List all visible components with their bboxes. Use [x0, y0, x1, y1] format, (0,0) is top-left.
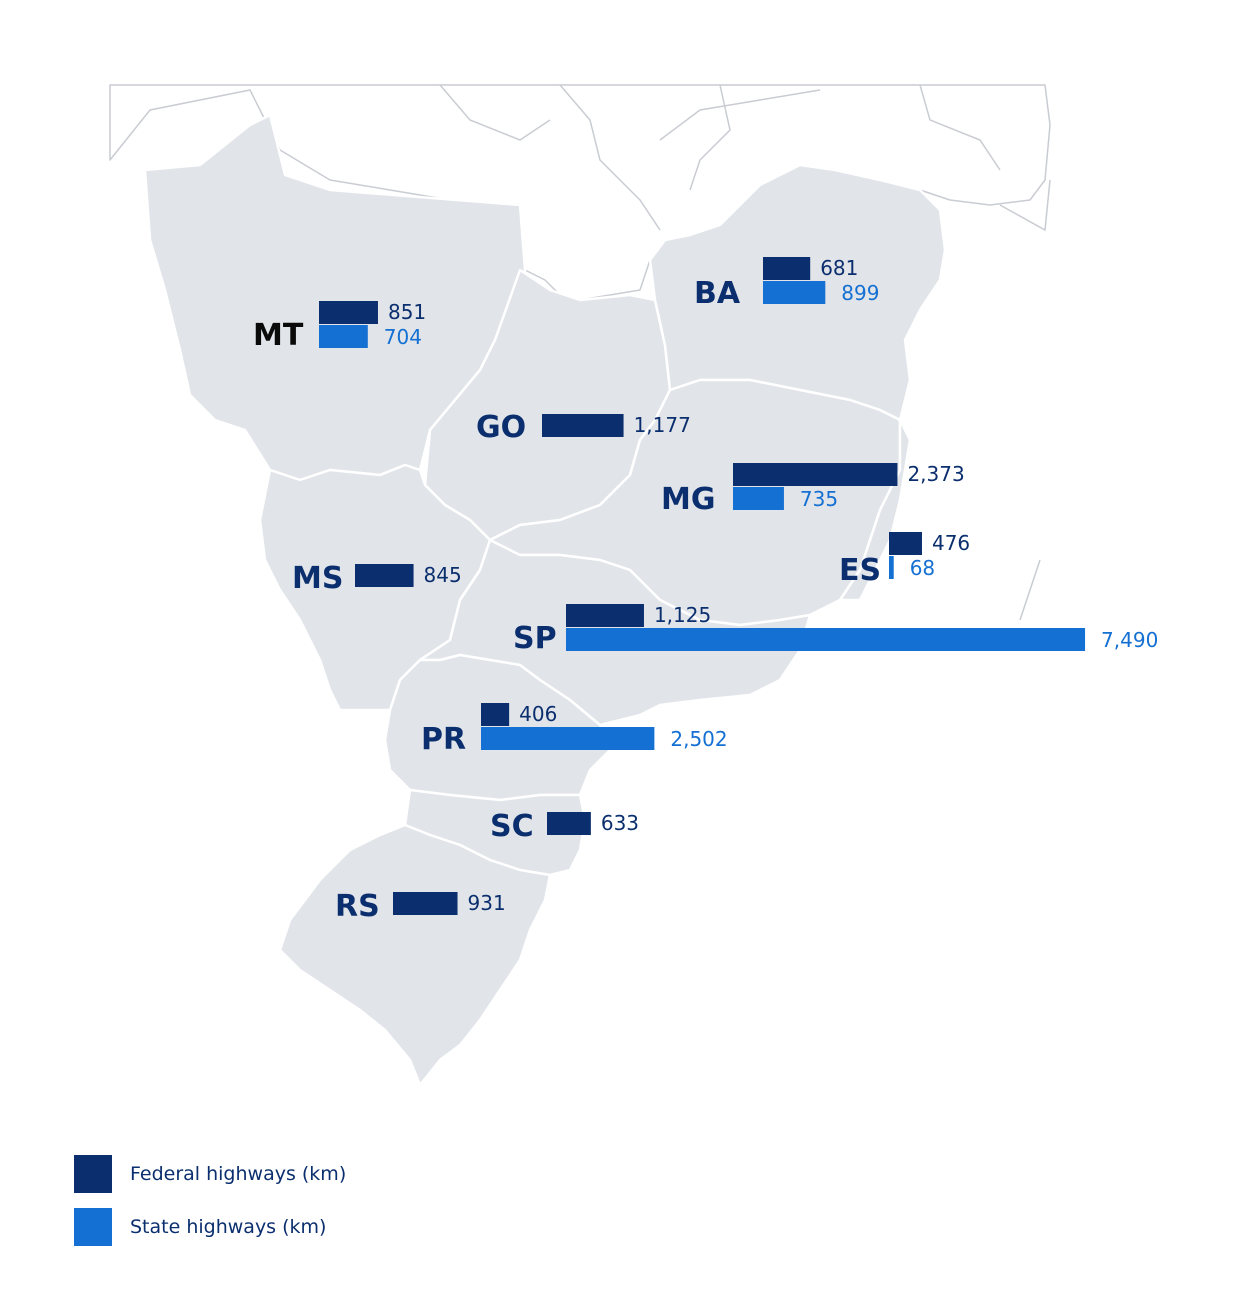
legend: Federal highways (km) State highways (km…	[74, 1155, 346, 1261]
federal-value-ba: 681	[820, 256, 858, 280]
federal-bar-sc	[547, 812, 591, 835]
region-border	[559, 84, 661, 231]
federal-bar-sp	[566, 604, 644, 627]
state-value-sp: 7,490	[1101, 628, 1158, 652]
region-border	[439, 84, 551, 141]
state-label-mt: MT	[253, 318, 304, 353]
state-bar-sp	[566, 628, 1086, 651]
legend-item-federal: Federal highways (km)	[74, 1155, 346, 1193]
federal-bar-es	[889, 532, 922, 555]
state-value-es: 68	[910, 556, 935, 580]
state-bar-mt	[319, 325, 368, 348]
state-value-mg: 735	[800, 487, 838, 511]
state-label-ba: BA	[694, 276, 741, 311]
federal-value-mt: 851	[388, 300, 426, 324]
label-layer: MT BA GO MG ES MS SP PR SC RS	[253, 276, 881, 924]
federal-value-sc: 633	[601, 811, 639, 835]
region-border	[689, 84, 731, 191]
state-shape-es	[838, 418, 912, 602]
federal-bar-mt	[319, 301, 378, 324]
map-background	[109, 84, 1051, 621]
state-shape-mt	[143, 113, 527, 482]
states-layer	[143, 113, 947, 1087]
federal-value-mg: 2,373	[907, 462, 964, 486]
state-bar-mg	[733, 487, 784, 510]
legend-label-state: State highways (km)	[130, 1216, 327, 1238]
state-label-sp: SP	[513, 621, 557, 656]
federal-bar-rs	[393, 892, 458, 915]
state-value-mt: 704	[384, 325, 422, 349]
state-shape-rs	[278, 823, 552, 1087]
state-label-rs: RS	[335, 889, 380, 924]
federal-value-go: 1,177	[634, 413, 691, 437]
state-label-mg: MG	[661, 482, 715, 517]
legend-item-state: State highways (km)	[74, 1208, 346, 1246]
federal-bar-ms	[355, 564, 414, 587]
state-label-sc: SC	[490, 809, 534, 844]
state-value-ba: 899	[841, 281, 879, 305]
federal-bar-pr	[481, 703, 510, 726]
state-value-pr: 2,502	[670, 727, 727, 751]
state-label-pr: PR	[421, 722, 466, 757]
federal-value-es: 476	[932, 531, 970, 555]
legend-swatch-state	[74, 1208, 112, 1246]
state-bar-es	[889, 556, 894, 579]
federal-value-sp: 1,125	[654, 603, 711, 627]
legend-swatch-federal	[74, 1155, 112, 1193]
federal-bar-go	[542, 414, 624, 437]
federal-bar-ba	[763, 257, 811, 280]
federal-value-pr: 406	[519, 702, 557, 726]
region-border	[999, 179, 1051, 232]
state-bar-ba	[763, 281, 826, 304]
federal-value-ms: 845	[424, 563, 462, 587]
federal-value-rs: 931	[468, 891, 506, 915]
state-label-es: ES	[839, 553, 881, 588]
region-border	[919, 84, 1001, 171]
state-label-go: GO	[476, 410, 526, 445]
state-bar-pr	[481, 727, 655, 750]
region-border	[1019, 559, 1041, 621]
region-border	[659, 89, 821, 141]
state-label-ms: MS	[292, 561, 343, 596]
legend-label-federal: Federal highways (km)	[130, 1163, 347, 1185]
federal-bar-mg	[733, 463, 898, 486]
